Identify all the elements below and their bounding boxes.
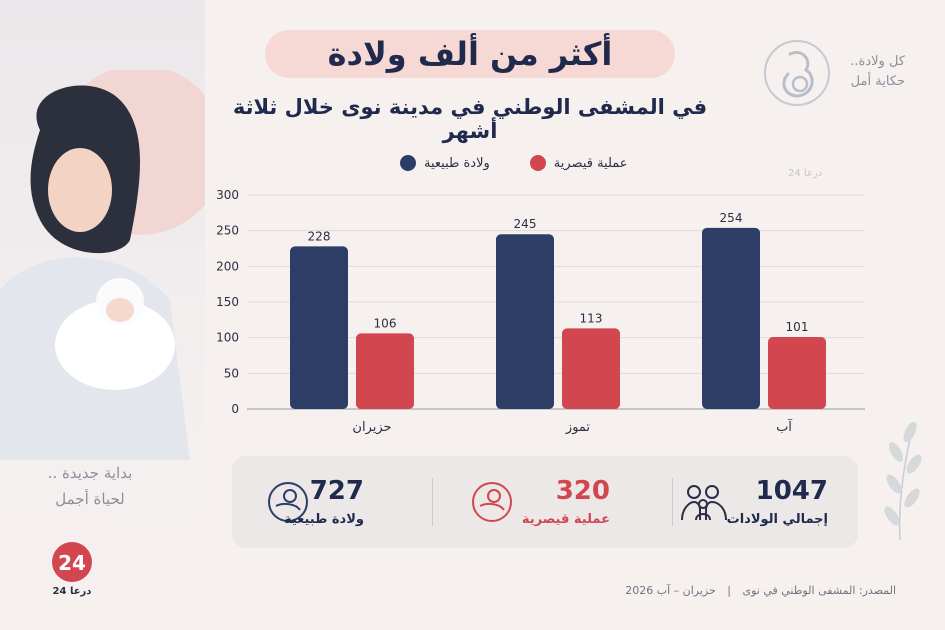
data-label: 106	[374, 316, 397, 330]
data-label: 254	[720, 211, 743, 225]
source-label: المصدر: المشفى الوطني في نوى	[742, 584, 896, 597]
bar-cesarean	[356, 333, 414, 409]
mother-and-baby-illustration	[0, 70, 205, 460]
summary-cesarean-label: عملية قيصرية	[521, 512, 610, 527]
baby-icon	[268, 482, 308, 522]
x-tick-label: تموز	[565, 420, 591, 435]
family-icon	[681, 485, 727, 521]
chart-legend: ولادة طبيعية عملية قيصرية	[400, 153, 628, 173]
tagline-line-1: بداية جديدة ..	[47, 464, 133, 482]
y-tick-label: 200	[216, 259, 239, 273]
summary-panel: 727 ولادة طبيعية 320 عملية قيصرية 1047 إ…	[232, 456, 858, 548]
summary-natural-label: ولادة طبيعية	[283, 512, 364, 527]
legend-swatch-natural	[400, 155, 416, 171]
summary-cesarean: 320 عملية قيصرية	[432, 456, 672, 548]
legend-label-natural: ولادة طبيعية	[424, 155, 490, 171]
data-label: 101	[786, 320, 809, 334]
y-tick-label: 250	[216, 224, 239, 238]
summary-divider	[432, 478, 433, 526]
badge-line-2: حكاية أمل	[850, 74, 905, 89]
source-separator: |	[727, 584, 731, 597]
mother-silhouette-icon	[764, 40, 830, 106]
page-title: أكثر من ألف ولادة	[327, 35, 613, 73]
legend-label-cesarean: عملية قيصرية	[553, 155, 628, 171]
page-subtitle: في المشفى الوطني في مدينة نوى خلال ثلاثة…	[232, 95, 708, 143]
y-tick-label: 100	[216, 331, 239, 345]
leaf-decoration-icon	[884, 421, 922, 541]
bar-natural	[290, 246, 348, 409]
svg-text:24: 24	[58, 551, 86, 575]
data-label: 228	[308, 229, 331, 243]
bar-cesarean	[768, 336, 826, 409]
summary-cesarean-value: 320	[555, 476, 610, 506]
logo-text: درعا 24	[52, 586, 92, 597]
y-tick-label: 150	[216, 295, 239, 309]
badge-text: كل ولادة.. حكاية أمل	[835, 52, 905, 92]
data-label: 113	[580, 311, 603, 325]
legend-item-cesarean: عملية قيصرية	[529, 153, 628, 173]
summary-total-label: إجمالي الولادات	[726, 512, 828, 527]
watermark: درعا 24	[788, 168, 823, 179]
source-footer: المصدر: المشفى الوطني في نوى | حزيران – …	[621, 584, 900, 597]
legend-swatch-cesarean	[529, 155, 546, 171]
summary-natural-value: 727	[309, 476, 364, 506]
daraa24-logo-icon: 24	[52, 542, 92, 582]
title-container: أكثر من ألف ولادة	[265, 28, 675, 80]
baby-icon	[472, 482, 512, 522]
badge-line-1: كل ولادة..	[850, 54, 905, 69]
x-tick-label: حزيران	[352, 420, 391, 435]
y-tick-label: 0	[231, 402, 239, 416]
title-highlight	[265, 30, 675, 78]
summary-divider	[672, 478, 673, 526]
summary-total: 1047 إجمالي الولادات	[672, 456, 858, 548]
bar-natural	[702, 227, 760, 409]
data-label: 245	[514, 217, 537, 231]
left-tagline: بداية جديدة .. لحياة أجمل	[30, 460, 150, 512]
x-tick-label: آب	[776, 418, 793, 435]
y-tick-label: 300	[216, 188, 239, 202]
bar-chart: 0 50 100 150 200 250 300 228 106 حزيران 245 113 تموز…	[216, 188, 865, 435]
legend-item-natural: ولادة طبيعية	[400, 153, 490, 173]
summary-total-value: 1047	[755, 476, 828, 506]
bar-cesarean	[562, 328, 620, 409]
bar-natural	[496, 234, 554, 409]
summary-natural: 727 ولادة طبيعية	[232, 456, 432, 548]
tagline-line-2: لحياة أجمل	[55, 490, 125, 508]
y-tick-label: 50	[224, 366, 239, 380]
source-period: حزيران – آب 2026	[625, 584, 716, 597]
left-illustration-panel: بداية جديدة .. لحياة أجمل 24 درعا 24	[0, 0, 205, 630]
